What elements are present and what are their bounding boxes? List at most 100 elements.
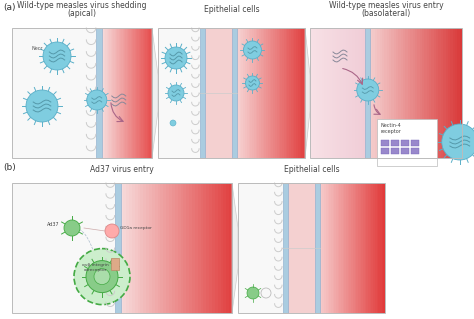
Bar <box>356 28 358 158</box>
Bar <box>280 28 282 158</box>
Bar <box>206 183 209 313</box>
Bar <box>202 28 235 158</box>
Bar <box>146 183 149 313</box>
Bar <box>350 28 352 158</box>
Bar <box>359 28 361 158</box>
Bar <box>235 28 236 158</box>
Bar <box>203 183 206 313</box>
Bar <box>120 183 123 313</box>
Bar <box>343 28 345 158</box>
Bar <box>349 183 351 313</box>
Bar <box>284 28 286 158</box>
Bar <box>408 28 410 158</box>
Bar <box>319 28 320 158</box>
Bar <box>348 183 349 313</box>
Bar <box>360 183 361 313</box>
Bar <box>123 28 124 158</box>
Bar <box>448 28 450 158</box>
Bar <box>119 28 120 158</box>
Bar <box>140 183 143 313</box>
Bar <box>158 28 202 158</box>
Bar <box>358 28 359 158</box>
Bar <box>387 28 389 158</box>
Bar <box>238 183 385 313</box>
Bar <box>201 183 203 313</box>
Bar <box>334 183 336 313</box>
Bar <box>323 28 324 158</box>
Bar <box>286 28 287 158</box>
Bar <box>314 28 316 158</box>
Bar <box>352 28 353 158</box>
Bar <box>226 183 229 313</box>
Bar <box>155 183 158 313</box>
Bar <box>373 183 375 313</box>
Bar <box>254 28 255 158</box>
Bar <box>320 28 321 158</box>
Text: (b): (b) <box>3 163 16 172</box>
Bar <box>370 28 373 158</box>
Bar <box>382 183 383 313</box>
Bar <box>427 28 429 158</box>
Bar <box>99 28 100 158</box>
Bar <box>107 28 108 158</box>
Bar <box>103 28 104 158</box>
Bar <box>236 28 238 158</box>
Bar <box>317 28 319 158</box>
Circle shape <box>105 224 119 238</box>
Text: (apical): (apical) <box>67 9 97 18</box>
Bar <box>349 28 350 158</box>
Bar <box>412 28 415 158</box>
Bar <box>361 28 362 158</box>
Bar <box>311 28 313 158</box>
Bar <box>245 28 247 158</box>
Bar <box>396 28 398 158</box>
Bar <box>127 28 128 158</box>
Circle shape <box>74 249 130 305</box>
Circle shape <box>165 47 187 69</box>
Circle shape <box>87 90 107 110</box>
Bar <box>381 140 389 146</box>
Bar <box>232 28 237 158</box>
Bar <box>238 28 240 158</box>
Bar <box>116 28 118 158</box>
Bar <box>283 183 288 313</box>
Bar <box>363 183 365 313</box>
Text: αvβ integrin
coreceptor: αvβ integrin coreceptor <box>82 263 109 271</box>
Bar <box>346 183 348 313</box>
Bar <box>118 28 119 158</box>
Circle shape <box>26 90 58 122</box>
Bar <box>140 28 141 158</box>
Bar <box>247 28 248 158</box>
Bar <box>403 28 405 158</box>
Bar <box>356 183 358 313</box>
Bar <box>419 28 422 158</box>
Circle shape <box>64 220 80 236</box>
Bar <box>220 183 223 313</box>
Bar <box>370 183 372 313</box>
Bar <box>405 28 408 158</box>
Bar <box>152 183 155 313</box>
Bar <box>124 28 126 158</box>
Bar <box>255 28 257 158</box>
Bar <box>365 28 366 158</box>
Bar <box>434 28 436 158</box>
Bar <box>341 183 343 313</box>
Bar <box>169 183 172 313</box>
Bar <box>331 183 333 313</box>
Bar <box>411 140 419 146</box>
Bar <box>368 28 370 158</box>
Text: (basolateral): (basolateral) <box>361 9 410 18</box>
Bar <box>135 28 136 158</box>
Bar <box>383 183 385 313</box>
Bar <box>118 183 120 313</box>
Bar <box>346 28 347 158</box>
Bar <box>129 183 132 313</box>
Polygon shape <box>232 183 238 313</box>
Bar <box>372 183 373 313</box>
Bar <box>141 28 143 158</box>
Bar <box>362 28 364 158</box>
Bar <box>329 28 330 158</box>
Circle shape <box>442 124 474 160</box>
Circle shape <box>86 261 118 293</box>
Bar <box>460 28 462 158</box>
